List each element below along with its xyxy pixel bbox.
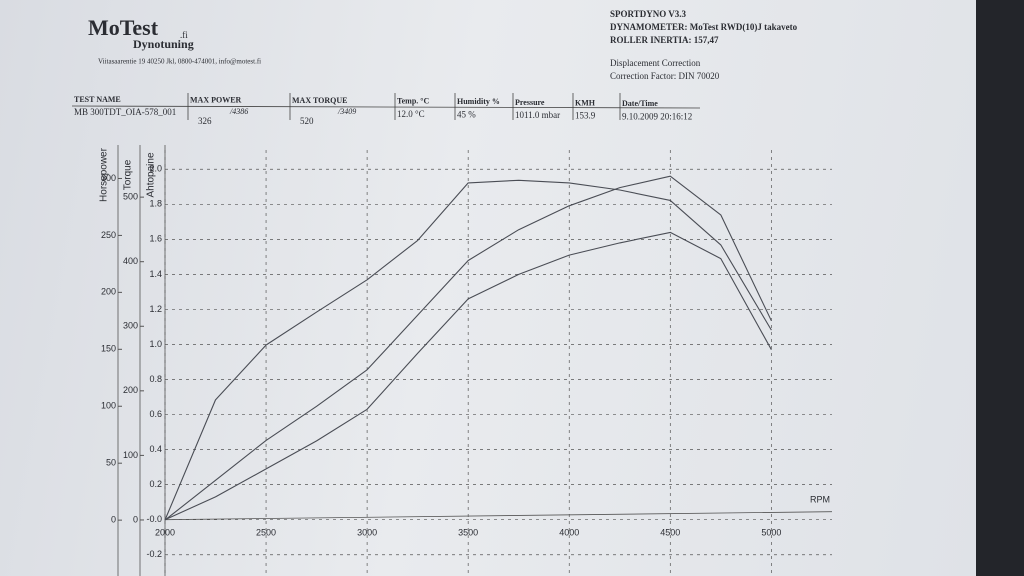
axis-title: Torque bbox=[123, 159, 134, 190]
info: ROLLER INERTIA: 157,47 bbox=[610, 35, 719, 45]
curve bbox=[164, 231, 772, 521]
y-tick-label: 200 bbox=[101, 287, 116, 297]
table-value: 153.9 bbox=[575, 111, 596, 121]
x-axis bbox=[164, 511, 833, 521]
x-tick-label: 2000 bbox=[155, 527, 175, 537]
brand-suffix: .fi bbox=[180, 30, 188, 40]
table-header: KMH bbox=[575, 98, 596, 107]
axis-title: Horsepower bbox=[99, 147, 110, 202]
x-tick-label: 3000 bbox=[357, 527, 377, 537]
y3-tick-label: 1.6 bbox=[149, 234, 162, 244]
rpm-at-max: /3409 bbox=[337, 107, 356, 116]
y3-tick-label: 1.4 bbox=[149, 269, 162, 279]
y3-tick-label: 2.0 bbox=[149, 164, 162, 174]
curve bbox=[164, 175, 772, 521]
table-value: MB 300TDT_OIA-578_001 bbox=[74, 107, 176, 117]
curve bbox=[164, 179, 772, 521]
table-value: 520 bbox=[300, 116, 314, 126]
y2-tick-label: 200 bbox=[123, 385, 138, 395]
y2-tick-label: 0 bbox=[133, 514, 138, 524]
table-rule bbox=[71, 105, 701, 109]
y-tick-label: 250 bbox=[101, 230, 116, 240]
y3-tick-label: 0.8 bbox=[149, 374, 162, 384]
y-tick-label: 0 bbox=[111, 515, 116, 525]
info: Correction Factor: DIN 70020 bbox=[610, 71, 720, 81]
x-tick-label: 4000 bbox=[559, 527, 579, 537]
info: DYNAMOMETER: MoTest RWD(10)J takaveto bbox=[610, 22, 798, 32]
info: SPORTDYNO V3.3 bbox=[610, 9, 687, 19]
y3-tick-label: -0.0 bbox=[146, 514, 162, 524]
paper bbox=[0, 0, 976, 576]
y3-tick-label: -0.2 bbox=[146, 549, 162, 559]
table-header: Pressure bbox=[515, 98, 545, 107]
info: Displacement Correction bbox=[610, 58, 701, 68]
y3-tick-label: 0.6 bbox=[149, 409, 162, 419]
subtitle: Dynotuning bbox=[133, 37, 194, 51]
y3-tick-label: 1.0 bbox=[149, 339, 162, 349]
address: Viitasaarentie 19 40250 Jkl, 0800-474001… bbox=[98, 58, 261, 66]
table-header: TEST NAME bbox=[74, 95, 121, 104]
y-tick-label: 50 bbox=[106, 458, 116, 468]
table-value: 12.0 °C bbox=[397, 109, 425, 119]
x-axis-title: RPM bbox=[810, 494, 830, 504]
table-value: 326 bbox=[198, 116, 212, 126]
background bbox=[976, 0, 1024, 576]
y-tick-label: 150 bbox=[101, 344, 116, 354]
rpm-at-max: /4386 bbox=[229, 107, 248, 116]
table-header: MAX TORQUE bbox=[292, 96, 348, 105]
y-tick-label: 300 bbox=[101, 173, 116, 183]
x-tick-label: 3500 bbox=[458, 527, 478, 537]
brand: MoTest bbox=[88, 15, 159, 40]
y3-tick-label: 0.2 bbox=[149, 479, 162, 489]
table-value: 9.10.2009 20:16:12 bbox=[622, 111, 692, 121]
x-tick-label: 2500 bbox=[256, 527, 276, 537]
x-tick-label: 5000 bbox=[761, 527, 781, 537]
table-value: 45 % bbox=[457, 109, 476, 119]
x-tick-label: 4500 bbox=[660, 527, 680, 537]
table-header: MAX POWER bbox=[190, 95, 242, 104]
table-header: Humidity % bbox=[457, 97, 500, 106]
y3-tick-label: 1.8 bbox=[149, 199, 162, 209]
y3-tick-label: 0.4 bbox=[149, 444, 162, 454]
y2-tick-label: 100 bbox=[123, 450, 138, 460]
table-header: Date/Time bbox=[622, 99, 658, 108]
table-value: 1011.0 mbar bbox=[515, 110, 560, 120]
y2-tick-label: 400 bbox=[123, 256, 138, 266]
y2-tick-label: 500 bbox=[123, 192, 138, 202]
table-header: Temp. °C bbox=[397, 97, 429, 106]
axis-title: Ahtopaine bbox=[146, 152, 157, 197]
y-tick-label: 100 bbox=[101, 401, 116, 411]
y3-tick-label: 1.2 bbox=[149, 304, 162, 314]
y2-tick-label: 300 bbox=[123, 321, 138, 331]
